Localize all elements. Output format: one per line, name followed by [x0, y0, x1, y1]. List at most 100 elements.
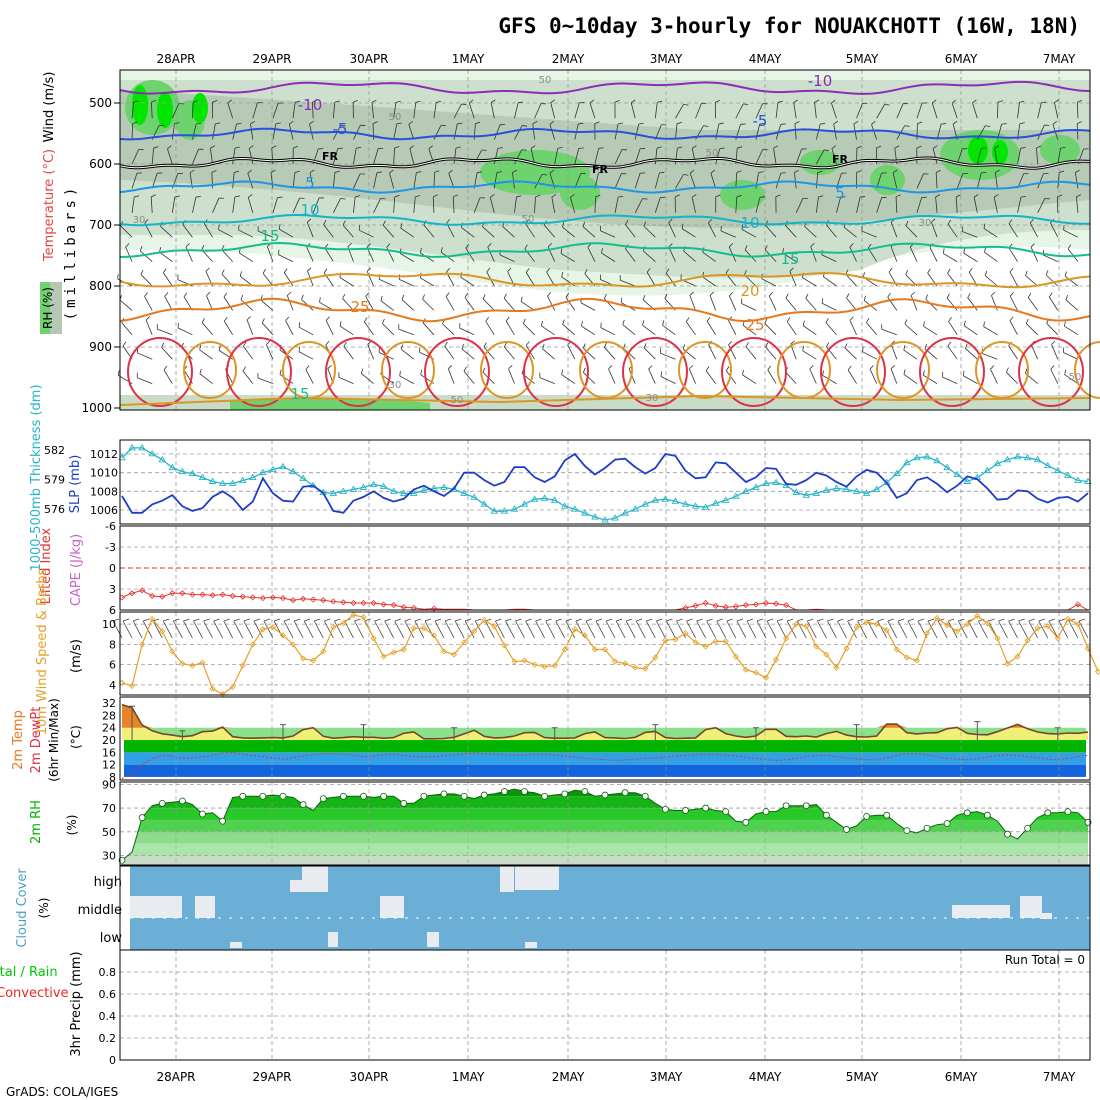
upper-wind-barb: [227, 102, 234, 119]
wind-speed-point: [259, 626, 266, 633]
upper-wind-barb: [393, 123, 398, 140]
wind-barb-flag: [988, 618, 995, 622]
thickness-point: [500, 507, 509, 514]
temp-contour-label: FR: [592, 163, 609, 176]
upper-wind-barb: [223, 320, 234, 336]
wind-speed-point: [420, 625, 427, 632]
wind-barb-flag: [454, 618, 462, 622]
wind-barb: [424, 620, 435, 639]
rh-point: [319, 795, 327, 802]
contour-20-loop: [876, 341, 930, 399]
upper-wind-barb-flag: [965, 343, 968, 349]
lifted-index-point: [702, 599, 709, 607]
upper-wind-barb-flag: [786, 317, 791, 322]
upper-wind-barb-flag: [562, 319, 565, 325]
upper-wind-barb-flag: [503, 293, 507, 299]
upper-wind-barb: [608, 368, 616, 384]
wind-speed-point: [954, 628, 961, 635]
upper-wind-barb: [689, 173, 696, 189]
upper-wind-barb: [702, 276, 716, 287]
upper-wind-barb: [932, 148, 938, 165]
lifted-index-point: [179, 590, 186, 597]
upper-ylabel: (millibars): [63, 184, 79, 321]
wind-speed-point: [783, 635, 790, 642]
thickness-point: [732, 492, 740, 499]
upper-wind-barb-flag: [643, 221, 647, 227]
upper-wind-barb: [795, 198, 804, 213]
upper-wind-barb-flag: [895, 194, 901, 198]
upper-wind-barb: [447, 368, 455, 384]
upper-wind-barb: [764, 323, 777, 336]
upper-wind-barb: [825, 224, 837, 238]
upper-wind-barb: [991, 295, 998, 311]
upper-wind-barb-flag: [578, 147, 584, 149]
wind-speed-point: [772, 656, 780, 663]
upper-wind-barb-flag: [144, 219, 149, 224]
wind-speed-point: [601, 646, 609, 653]
cloud-cell: [952, 905, 1010, 918]
panel-bg: [120, 950, 1090, 1060]
wind-barb: [766, 620, 777, 639]
upper-wind-barb-flag: [382, 220, 386, 226]
thickness-point: [510, 505, 519, 512]
wind-speed-point: [471, 628, 478, 635]
upper-wind-barb: [144, 296, 153, 311]
upper-wind-barb-flag: [307, 267, 312, 272]
upper-wind-barb-flag: [508, 365, 513, 370]
wind-barb: [515, 620, 525, 639]
top-date-label: 28APR: [156, 52, 195, 66]
rh-band-gray: [120, 90, 1090, 228]
upper-wind-barb-flag: [199, 344, 202, 350]
upper-wind-barb-flag: [464, 292, 469, 298]
upper-wind-barb-flag: [759, 196, 765, 198]
wind-barb: [495, 620, 505, 639]
top-date-label: 3MAY: [650, 52, 683, 66]
contour-20-loop: [183, 341, 237, 399]
credit: GrADS: COLA/IGES: [6, 1085, 118, 1099]
wind-barb: [525, 620, 535, 639]
upper-wind-barb: [393, 148, 395, 165]
wind-barb: [806, 620, 817, 639]
upper-wind-barb-flag: [174, 122, 180, 125]
wind-speed-point: [984, 620, 991, 627]
wind-barb-flag: [1048, 618, 1055, 622]
upper-wind-barb: [582, 226, 596, 238]
lifted-index-point: [239, 593, 246, 600]
upper-wind-barb-flag: [420, 369, 423, 375]
upper-wind-barb-flag: [482, 367, 486, 373]
wind-barb: [857, 620, 867, 639]
upper-wind-barb-flag: [250, 120, 256, 125]
upper-wind-barb: [622, 324, 636, 336]
upper-wind-barb-flag: [167, 145, 172, 150]
rh-contour-label: 50: [522, 214, 535, 225]
rh-point: [782, 802, 790, 810]
upper-wind-barb-flag: [327, 364, 332, 369]
wind-speed-point: [1044, 623, 1051, 630]
upper-wind-barb-flag: [356, 146, 362, 149]
thickness-point: [259, 468, 267, 476]
upper-wind-barb-flag: [1064, 271, 1067, 277]
upper-wind-barb: [869, 368, 878, 384]
upper-wind-barb: [775, 102, 779, 119]
upper-wind-barb-flag: [189, 169, 195, 173]
thickness-point: [379, 482, 388, 489]
upper-wind-barb: [1065, 299, 1079, 311]
upper-wind-barb-flag: [866, 317, 870, 323]
upper-wind-barb: [634, 173, 641, 189]
wind-barb: [585, 620, 596, 639]
upper-wind-barb-flag: [562, 222, 565, 228]
wind-barb-flag: [917, 618, 925, 622]
upper-wind-barb-flag: [420, 248, 422, 254]
upper-wind-barb-flag: [549, 169, 555, 174]
upper-wind-barb: [1009, 320, 1018, 335]
upper-wind-barb: [1017, 102, 1020, 119]
upper-wind-barb: [1025, 275, 1038, 287]
upper-wind-barb-flag: [840, 196, 846, 198]
wind-speed-point: [662, 637, 669, 644]
upper-wind-barb-flag: [601, 248, 603, 254]
thickness-point: [681, 500, 690, 507]
upper-wind-barb-flag: [246, 316, 251, 321]
wind-barb-flag: [867, 618, 874, 622]
bottom-date-label: 4MAY: [749, 1070, 782, 1084]
upper-wind-barb: [1074, 172, 1079, 189]
